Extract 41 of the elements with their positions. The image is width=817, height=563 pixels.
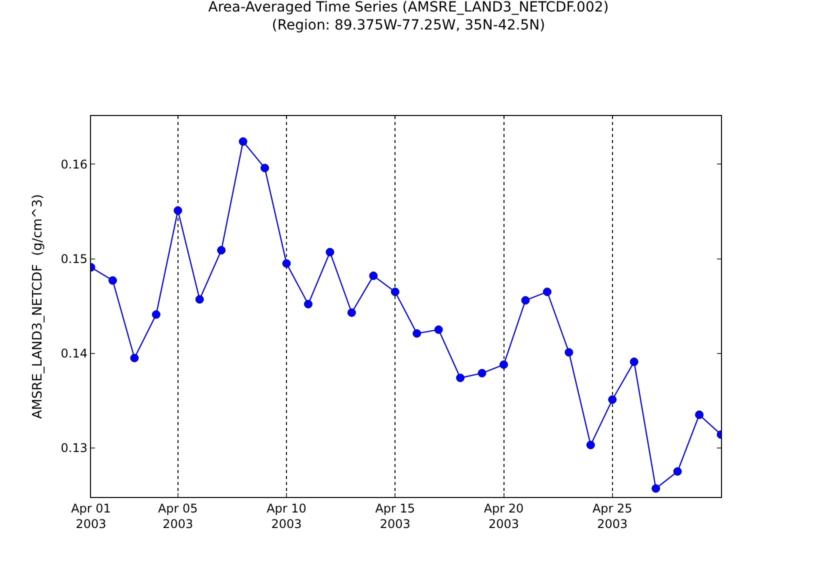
point — [195, 295, 204, 304]
point — [695, 410, 704, 419]
point — [412, 329, 422, 338]
point — [130, 354, 139, 362]
point — [326, 248, 334, 256]
point — [217, 246, 226, 254]
chart-subtitle: (Region: 89.375W-77.25W, 35N-42.5N) — [272, 17, 546, 34]
point — [282, 259, 291, 268]
point — [369, 272, 378, 280]
x-tick-label: Apr 20 2003 — [484, 502, 524, 532]
x-tick-label: Apr 25 2003 — [592, 502, 632, 532]
y-tick-label: 0.16 — [60, 157, 88, 172]
point — [152, 310, 160, 319]
point — [478, 368, 486, 378]
point — [456, 374, 465, 382]
x-tick-label: Apr 05 2003 — [158, 502, 198, 532]
point — [586, 440, 595, 450]
y-tick-label: 0.15 — [60, 252, 88, 266]
point — [630, 358, 638, 366]
y-tick-label: 0.14 — [60, 346, 88, 360]
point — [542, 288, 552, 296]
point — [652, 484, 660, 493]
chart-title: Area-Averaged Time Series (AMSRE_LAND3_NETCDF.002) — [208, 0, 609, 16]
x-tick-label: Apr 01 2003 — [71, 502, 111, 532]
point — [500, 360, 508, 369]
point — [238, 137, 248, 146]
point — [304, 300, 312, 308]
point — [434, 325, 443, 334]
y-axis-title: AMSRE_LAND3_NETCDF (g/cm^3) — [30, 194, 46, 419]
x-tick-label: Apr 15 2003 — [375, 502, 416, 532]
point — [390, 288, 400, 296]
point — [673, 467, 682, 476]
point — [521, 296, 530, 305]
point — [347, 308, 356, 317]
point — [608, 395, 617, 404]
point — [564, 348, 574, 357]
point — [174, 206, 182, 215]
y-tick-label: 0.13 — [60, 441, 88, 456]
point — [260, 164, 270, 172]
x-tick-label: Apr 10 2003 — [266, 502, 306, 532]
point — [108, 276, 117, 285]
